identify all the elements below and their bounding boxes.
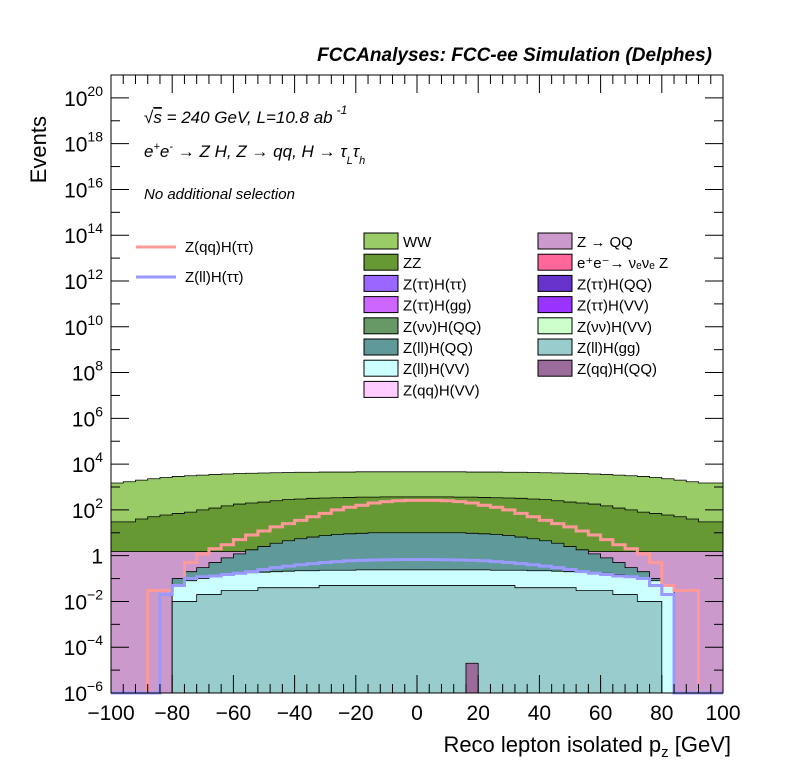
- y-axis-title: Events: [26, 116, 51, 183]
- x-axis-title-unit: [GeV]: [669, 732, 731, 757]
- x-tick-label: −100: [87, 702, 134, 725]
- proc-sup2: -: [169, 141, 173, 153]
- legend-label: ZZ: [403, 255, 421, 272]
- legend: Z(qq)H(ττ) Z(ll)H(ττ) WW ZZ Z(ττ)H(ττ) Z(ττ)H…: [136, 232, 668, 399]
- y-tick-label: 10−6: [64, 678, 104, 706]
- y-tick-label: 1014: [64, 220, 103, 248]
- y-tick-label: 10−2: [64, 586, 104, 614]
- x-tick-labels: −100 −80 −60 −40 −20 0 20 40 60 80 100: [87, 702, 740, 725]
- legend-swatch: [537, 317, 573, 335]
- proc-d: τ: [353, 142, 361, 161]
- legend-swatch: [537, 274, 573, 292]
- legend-swatch: [537, 296, 573, 314]
- legend-label: Z(qq)H(VV): [403, 382, 480, 399]
- axis-ticks: [110, 74, 724, 694]
- energy-annotation: √s = 240 GeV, L=10.8 ab -1: [144, 103, 347, 127]
- energy-sqrt: √: [144, 108, 154, 127]
- legend-label: e⁺e⁻→ νₑνₑ Z: [577, 255, 668, 272]
- chart-header: FCCAnalyses: FCC-ee Simulation (Delphes): [317, 45, 712, 66]
- x-tick-label: 60: [589, 702, 612, 725]
- legend-label: Z(ττ)H(ττ): [403, 276, 467, 293]
- y-tick-label: 1012: [64, 266, 103, 294]
- proc-sub1: L: [347, 155, 353, 167]
- proc-a: e: [144, 142, 153, 161]
- legend-label: Z(ll)H(ττ): [185, 269, 244, 286]
- x-axis-title-sub: z: [661, 744, 669, 761]
- proc-sup1: +: [153, 141, 160, 153]
- legend-swatch: [537, 359, 573, 377]
- legend-swatch: [537, 232, 573, 250]
- legend-label: Z(ll)H(gg): [577, 340, 640, 357]
- y-tick-label: 102: [72, 495, 103, 523]
- legend-label: Z → QQ: [577, 234, 633, 251]
- signal-curves: [111, 498, 723, 695]
- process-annotation: e+e- → Z H, Z → qq, H → τLτh: [144, 141, 365, 167]
- x-axis-title-main: Reco lepton isolated p: [443, 732, 661, 757]
- y-tick-label: 1018: [64, 129, 103, 157]
- energy-rest: = 240 GeV, L=10.8 ab: [162, 108, 333, 127]
- x-tick-label: −80: [154, 702, 190, 725]
- x-tick-label: 40: [528, 702, 551, 725]
- legend-swatch: [363, 253, 399, 271]
- legend-swatch: [537, 253, 573, 271]
- y-tick-label: 10−4: [64, 632, 104, 660]
- energy-sup: -1: [337, 103, 348, 117]
- legend-swatch: [363, 359, 399, 377]
- signal-line-1: [111, 558, 723, 695]
- legend-swatch: [363, 338, 399, 356]
- signal-line-0: [111, 498, 723, 695]
- y-tick-label: 1: [91, 546, 103, 569]
- x-tick-label: 20: [467, 702, 490, 725]
- legend-swatch: [363, 296, 399, 314]
- y-tick-label: 1020: [64, 83, 103, 111]
- background-stack: [110, 471, 724, 694]
- legend-label: Z(ll)H(QQ): [403, 340, 473, 357]
- selection-annotation: No additional selection: [144, 186, 295, 203]
- y-tick-label: 1010: [64, 312, 103, 340]
- legend-swatch: [537, 338, 573, 356]
- x-tick-label: −20: [338, 702, 374, 725]
- y-tick-label: 1016: [64, 174, 103, 202]
- proc-b: e: [160, 142, 169, 161]
- legend-label: WW: [403, 234, 432, 251]
- y-tick-labels: 10−6 10−4 10−2 1 102 104 106 108 1010 1012 1014 101…: [64, 83, 104, 706]
- legend-label: Z(ll)H(VV): [403, 361, 470, 378]
- legend-label: Z(ττ)H(VV): [577, 298, 649, 315]
- legend-swatch: [363, 232, 399, 250]
- x-axis-title: Reco lepton isolated pz [GeV]: [443, 732, 731, 761]
- proc-c: → Z H, Z → qq, H → τ: [173, 142, 348, 161]
- x-tick-label: −60: [216, 702, 252, 725]
- x-tick-label: 0: [411, 702, 423, 725]
- legend-swatch: [363, 317, 399, 335]
- legend-swatch: [363, 274, 399, 292]
- stack-layer-5: [111, 585, 723, 694]
- y-tick-label: 106: [72, 403, 103, 431]
- x-tick-label: 80: [650, 702, 673, 725]
- legend-swatch: [363, 380, 399, 398]
- energy-s: s: [153, 108, 162, 127]
- x-tick-label: −40: [277, 702, 313, 725]
- legend-label: Z(ττ)H(gg): [403, 298, 472, 315]
- legend-label: Z(νν)H(VV): [577, 319, 652, 336]
- legend-label: Z(qq)H(ττ): [185, 239, 254, 256]
- legend-label: Z(ττ)H(QQ): [577, 276, 652, 293]
- y-tick-label: 104: [72, 449, 103, 477]
- y-tick-label: 108: [72, 358, 103, 386]
- legend-label: Z(νν)H(QQ): [403, 319, 481, 336]
- x-tick-label: 100: [705, 702, 740, 725]
- legend-label: Z(qq)H(QQ): [577, 361, 657, 378]
- proc-sub2: h: [359, 155, 365, 167]
